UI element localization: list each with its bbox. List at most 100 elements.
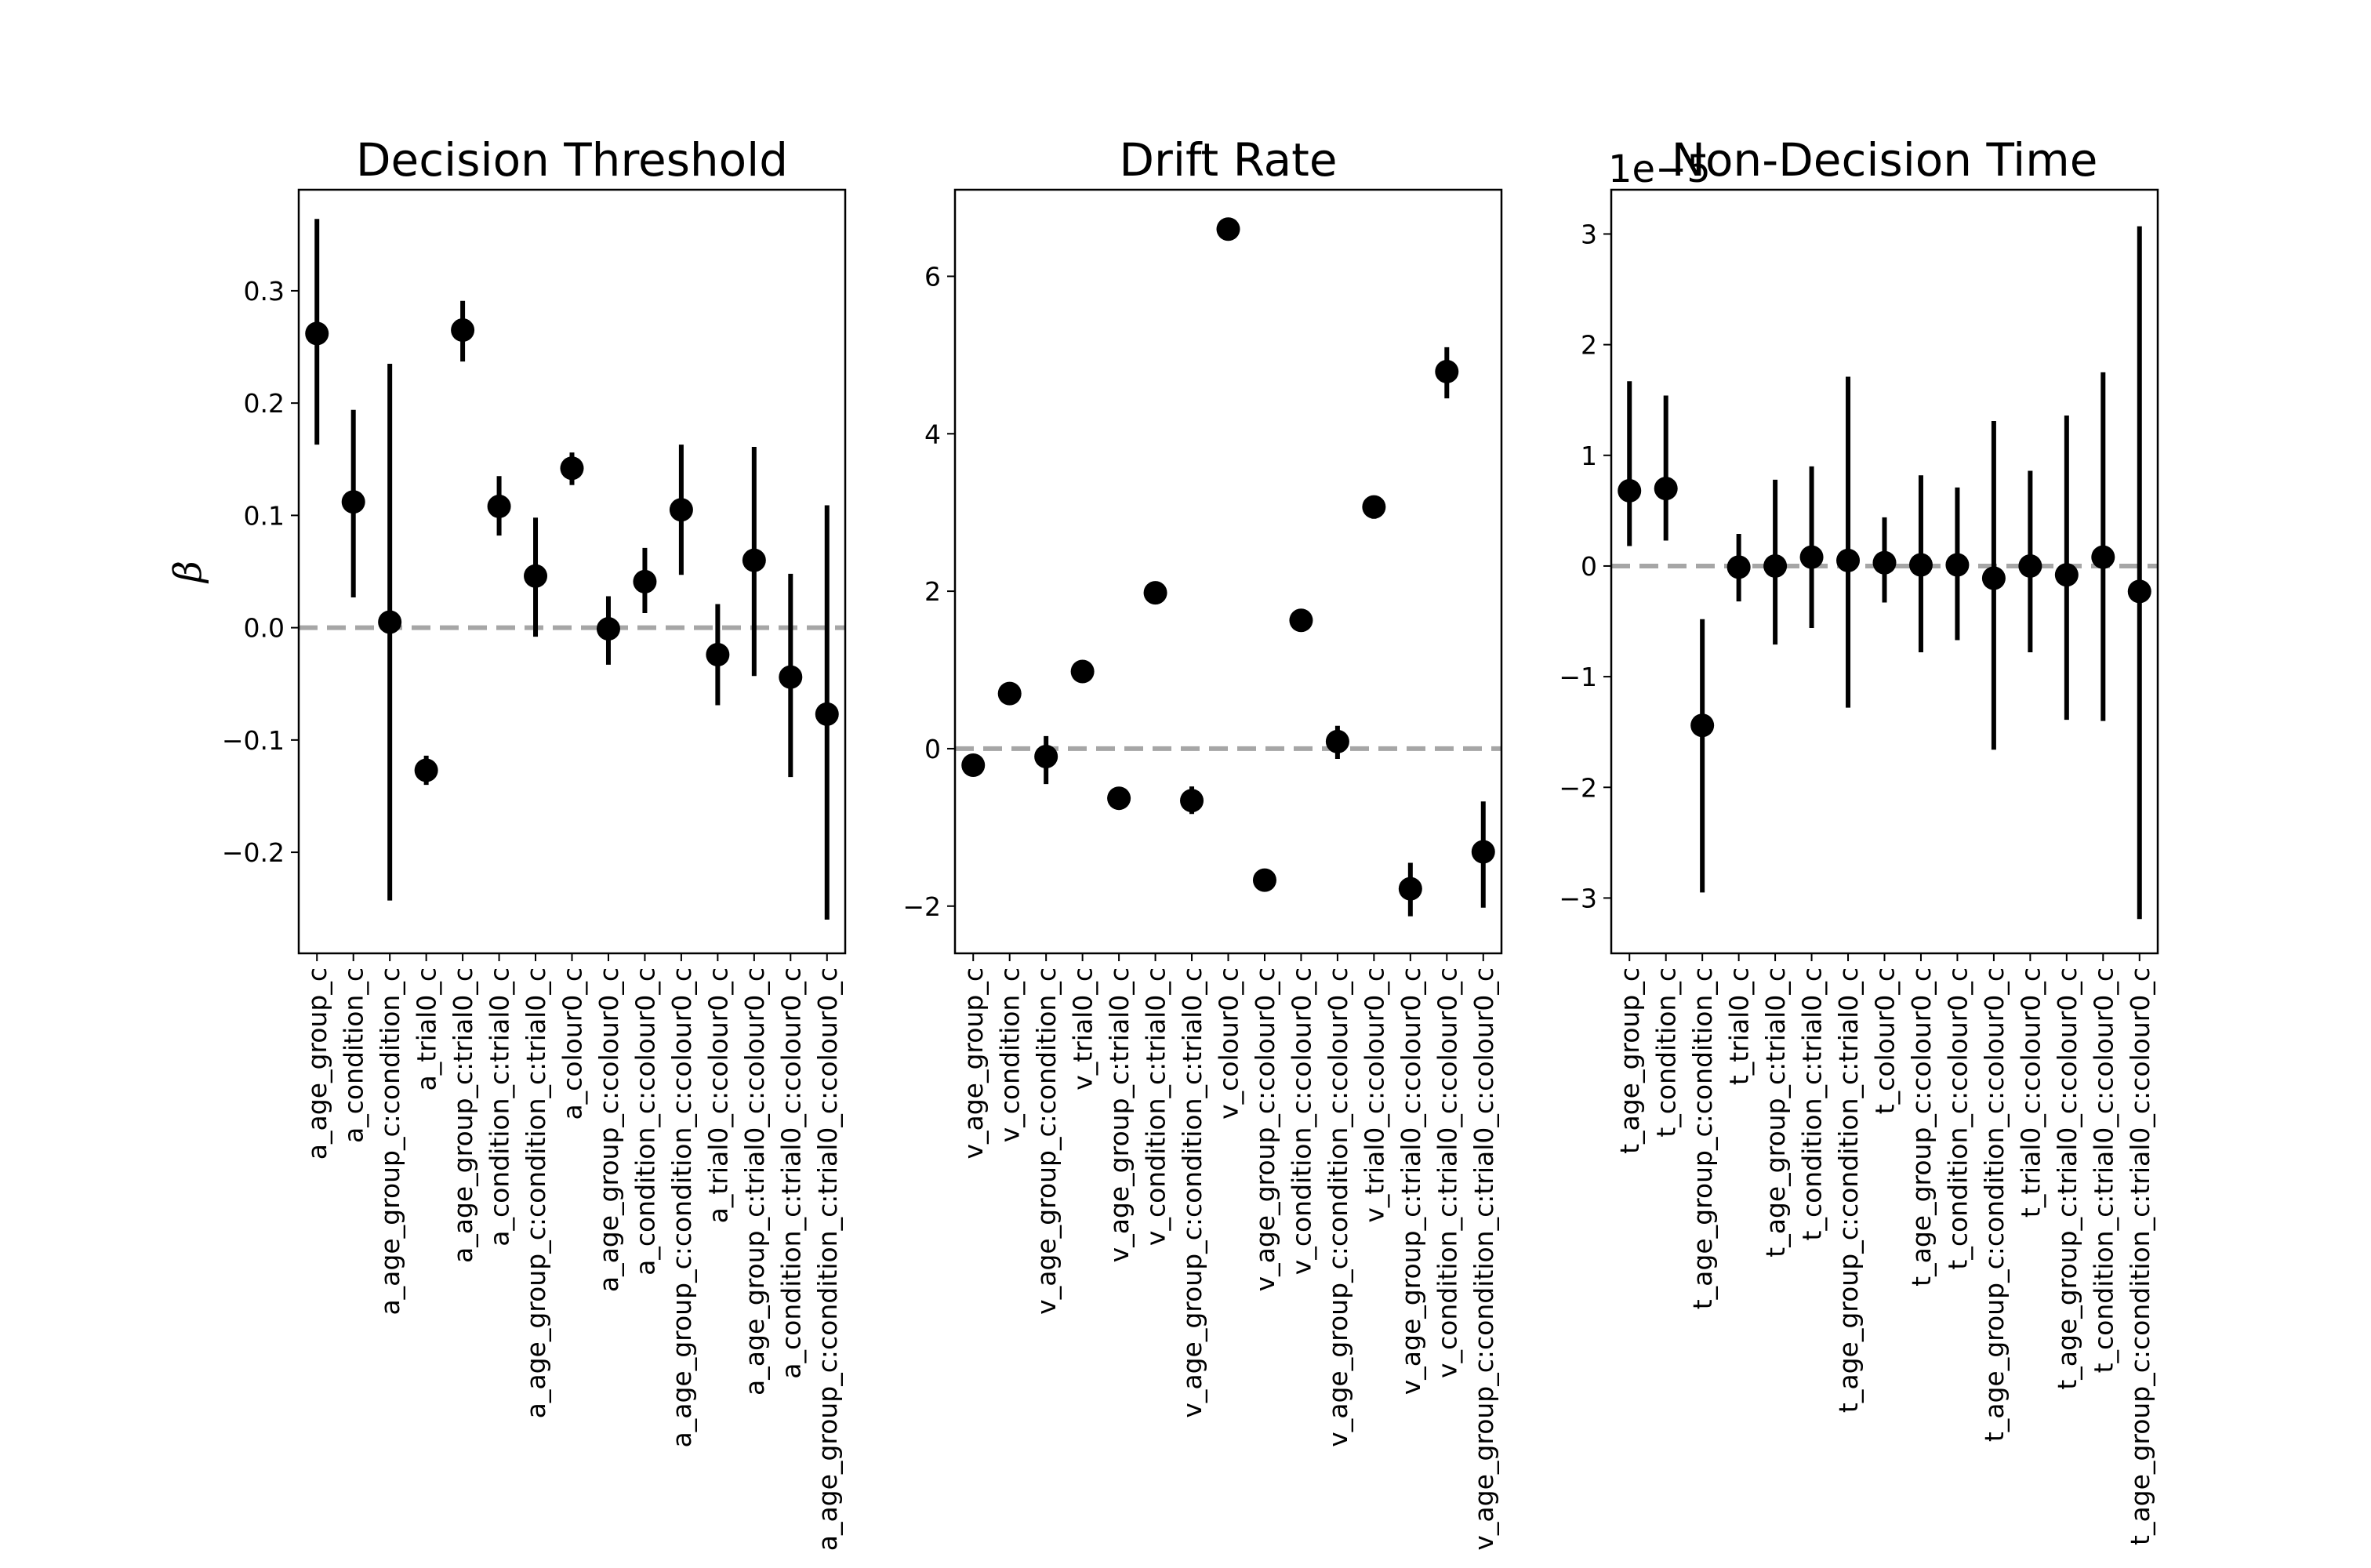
data-point bbox=[815, 702, 839, 726]
y-tick-label: 1 bbox=[1581, 441, 1597, 471]
data-point bbox=[596, 617, 620, 641]
data-point bbox=[1289, 608, 1313, 633]
x-tick-label: t_age_group_c bbox=[1614, 967, 1645, 1154]
x-tick-label: a_age_group_c bbox=[302, 967, 332, 1160]
data-point bbox=[1107, 786, 1131, 811]
x-tick-label: t_age_group_c:condition_c bbox=[1687, 967, 1718, 1309]
data-point bbox=[633, 569, 657, 593]
data-point bbox=[1945, 553, 1970, 577]
data-point bbox=[1981, 566, 2006, 590]
y-tick-label: 0.0 bbox=[244, 613, 285, 644]
x-tick-label: a_colour0_c bbox=[557, 967, 588, 1120]
data-point bbox=[2127, 579, 2151, 604]
data-point bbox=[1325, 729, 1349, 753]
data-point bbox=[1471, 840, 1495, 864]
y-tick-label: −0.2 bbox=[222, 837, 285, 868]
x-tick-label: v_age_group_c:colour0_c bbox=[1250, 967, 1280, 1291]
x-tick-label: a_age_group_c:condition_c bbox=[375, 967, 405, 1316]
data-point bbox=[487, 494, 511, 518]
x-tick-label: v_age_group_c:condition_c:colour0_c bbox=[1323, 967, 1353, 1447]
x-tick-label: a_age_group_c:colour0_c bbox=[594, 967, 624, 1292]
x-tick-label: v_age_group_c:condition_c:trial0_c bbox=[1177, 967, 1207, 1418]
x-tick-label: v_colour0_c bbox=[1214, 967, 1244, 1120]
x-tick-label: v_age_group_c:condition_c bbox=[1031, 967, 1062, 1315]
data-point bbox=[1727, 555, 1751, 579]
y-tick-label: 0.2 bbox=[244, 388, 285, 419]
data-point bbox=[1180, 789, 1204, 813]
data-point bbox=[742, 548, 766, 572]
data-point bbox=[1908, 553, 1933, 577]
data-point bbox=[779, 665, 803, 689]
panel-decision-threshold: −0.2−0.10.00.10.20.3a_age_group_c a_condi… bbox=[166, 133, 847, 1551]
x-tick-label: a_condition_c:trial0_c bbox=[485, 967, 515, 1247]
x-tick-label: a_age_group_c:trial0_c bbox=[448, 967, 478, 1263]
data-point bbox=[1872, 550, 1897, 575]
data-point bbox=[1143, 581, 1167, 605]
data-point bbox=[2018, 554, 2042, 578]
y-tick-label: −0.1 bbox=[222, 725, 285, 756]
data-point bbox=[414, 758, 438, 782]
x-tick-label: a_age_group_c:condition_c:trial0_c:colou… bbox=[812, 967, 843, 1551]
x-tick-label: t_condition_c:trial0_c bbox=[1797, 967, 1828, 1240]
x-tick-label: a_condition_c bbox=[339, 967, 369, 1143]
data-point bbox=[451, 318, 475, 343]
x-tick-label: a_trial0_c bbox=[412, 967, 442, 1091]
x-tick-label: a_age_group_c:trial0_c:colour0_c bbox=[739, 967, 770, 1396]
x-tick-label: a_age_group_c:condition_c:colour0_c bbox=[666, 967, 697, 1447]
y-tick-label: −3 bbox=[1559, 883, 1597, 913]
y-tick-label: −2 bbox=[902, 891, 941, 922]
data-point bbox=[997, 681, 1022, 706]
x-tick-label: a_age_group_c:condition_c:trial0_c bbox=[521, 967, 551, 1418]
x-tick-label: v_condition_c bbox=[995, 967, 1026, 1142]
y-tick-label: 2 bbox=[1581, 330, 1597, 361]
x-tick-label: v_trial0_c bbox=[1068, 967, 1098, 1091]
data-point bbox=[1799, 545, 1824, 569]
data-point bbox=[305, 321, 329, 346]
data-point bbox=[524, 564, 548, 588]
data-point bbox=[1034, 744, 1058, 768]
data-point bbox=[1836, 548, 1861, 572]
data-point bbox=[669, 498, 693, 522]
data-point bbox=[1216, 217, 1240, 241]
data-point bbox=[2091, 545, 2115, 569]
chart-title: Drift Rate bbox=[1119, 133, 1337, 187]
chart-title: Non-Decision Time bbox=[1672, 133, 2098, 187]
x-tick-label: t_trial0_c bbox=[1724, 967, 1755, 1085]
data-point bbox=[1690, 713, 1715, 738]
axis-offset-label: 1e−5 bbox=[1608, 147, 1711, 191]
x-tick-label: v_trial0_c:colour0_c bbox=[1359, 967, 1389, 1223]
y-tick-label: −2 bbox=[1559, 772, 1597, 803]
y-tick-label: 2 bbox=[924, 576, 941, 607]
y-tick-label: 0 bbox=[1581, 551, 1597, 582]
x-tick-label: t_condition_c:trial0_c:colour0_c bbox=[2088, 967, 2119, 1373]
data-point bbox=[1362, 495, 1386, 519]
x-tick-label: a_trial0_c:colour0_c bbox=[703, 967, 733, 1223]
x-tick-label: t_condition_c:colour0_c bbox=[1942, 967, 1973, 1270]
x-tick-label: v_age_group_c:condition_c:trial0_c:colou… bbox=[1469, 967, 1499, 1551]
x-tick-label: v_age_group_c:trial0_c bbox=[1104, 967, 1135, 1262]
y-tick-label: 3 bbox=[1581, 219, 1597, 249]
x-tick-label: a_condition_c:trial0_c:colour0_c bbox=[775, 967, 806, 1379]
x-tick-label: v_age_group_c bbox=[958, 967, 989, 1160]
x-tick-label: t_colour0_c bbox=[1870, 967, 1901, 1114]
x-tick-label: t_age_group_c:trial0_c:colour0_c bbox=[2052, 967, 2082, 1390]
x-tick-label: t_condition_c bbox=[1651, 967, 1682, 1138]
data-point bbox=[1618, 478, 1642, 503]
x-tick-label: a_condition_c:colour0_c bbox=[630, 967, 660, 1276]
plot-frame bbox=[297, 188, 847, 955]
data-point bbox=[1763, 554, 1788, 578]
x-tick-label: t_age_group_c:trial0_c bbox=[1760, 967, 1791, 1258]
x-tick-label: t_age_group_c:condition_c:trial0_c bbox=[1833, 967, 1864, 1413]
x-tick-label: t_age_group_c:condition_c:trial0_c:colou… bbox=[2125, 967, 2155, 1545]
x-tick-label: v_condition_c:trial0_c:colour0_c bbox=[1432, 967, 1462, 1378]
data-point bbox=[378, 610, 402, 634]
y-tick-label: −1 bbox=[1559, 662, 1597, 692]
data-point bbox=[706, 642, 730, 666]
y-tick-label: 0.1 bbox=[244, 500, 285, 531]
data-point bbox=[560, 456, 584, 481]
chart-title: Decision Threshold bbox=[356, 133, 788, 187]
data-point bbox=[2054, 563, 2079, 587]
